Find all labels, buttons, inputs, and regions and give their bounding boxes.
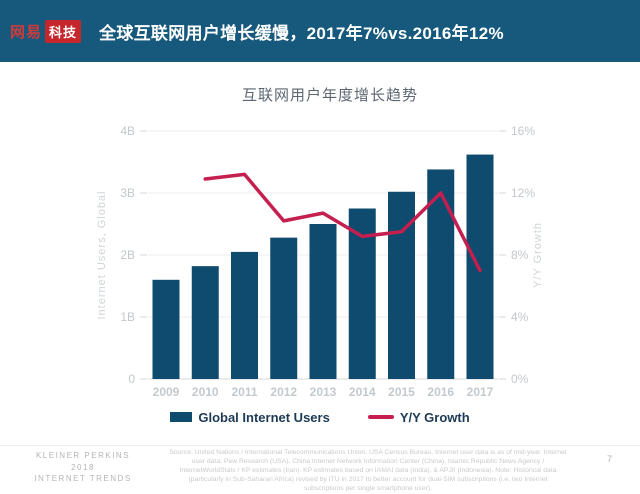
x-axis-year-label: 2017	[467, 385, 494, 399]
bar-2016	[427, 169, 455, 379]
x-axis-year-label: 2014	[349, 385, 376, 399]
legend-label-global-internet-users: Global Internet Users	[198, 409, 330, 425]
right-axis-tick-label: 12%	[511, 186, 535, 200]
left-axis-tick-label: 0	[128, 372, 135, 386]
left-axis-tick-label: 1B	[120, 310, 135, 324]
line-swatch-icon	[367, 415, 394, 419]
bar-2013	[309, 224, 337, 379]
netease-logo-text: 网易	[10, 23, 43, 41]
combo-chart: Internet Users, Global Y/Y Growth 0 0% 1B 4…	[96, 124, 544, 399]
chart-title: 互联网用户年度增长趋势	[241, 87, 418, 104]
right-axis-tick-label: 8%	[511, 248, 529, 262]
brand-line-3: INTERNET TRENDS	[34, 474, 132, 484]
header-bar: 网易 科技 全球互联网用户增长缓慢，2017年7%vs.2016年12%	[0, 0, 640, 62]
left-axis-tick-label: 2B	[120, 248, 135, 262]
bar-swatch-icon	[170, 412, 193, 422]
netease-tech-logo[interactable]: 网易 科技	[10, 19, 82, 43]
brand-line-2: 2018	[71, 462, 95, 472]
kleiner-perkins-brand: KLEINER PERKINS 2018 INTERNET TRENDS	[8, 450, 158, 485]
yy-growth-line	[203, 172, 482, 273]
bar-2015	[388, 191, 415, 379]
footer: KLEINER PERKINS 2018 INTERNET TRENDS Sou…	[0, 445, 640, 492]
bar-2012	[270, 237, 298, 379]
x-axis-year-label: 2012	[270, 385, 297, 399]
legend-item-yy-growth: Y/Y Growth	[367, 409, 470, 425]
chart-legend: Global Internet Users Y/Y Growth	[0, 406, 640, 428]
right-axis-tick-label: 0%	[511, 372, 529, 386]
left-axis-tick-label: 3B	[120, 186, 135, 200]
x-axis-year-label: 2009	[153, 385, 180, 399]
legend-item-global-internet-users: Global Internet Users	[170, 409, 330, 425]
bar-2010	[191, 266, 219, 379]
x-axis-year-label: 2011	[231, 385, 257, 399]
right-axis-tick-label: 4%	[511, 310, 529, 324]
article-title: 全球互联网用户增长缓慢，2017年7%vs.2016年12%	[99, 23, 504, 43]
page-number: 7	[606, 454, 612, 464]
x-axis-year-label: 2015	[388, 385, 415, 399]
right-axis-tick-label: 16%	[511, 124, 535, 138]
x-axis-year-label: 2016	[427, 385, 454, 399]
tech-logo-badge: 科技	[45, 19, 82, 43]
legend-label-yy-growth: Y/Y Growth	[399, 409, 470, 425]
left-axis-title: Internet Users, Global	[96, 191, 108, 320]
bar-2011	[231, 251, 258, 379]
source-note: Source: United Nations / International T…	[169, 449, 567, 492]
x-axis-year-label: 2010	[192, 385, 219, 399]
left-axis-tick-label: 4B	[120, 124, 135, 138]
brand-line-1: KLEINER PERKINS	[35, 451, 131, 460]
x-axis-year-label: 2013	[310, 385, 337, 399]
right-axis-title: Y/Y Growth	[532, 222, 544, 288]
bar-2009	[152, 279, 180, 379]
